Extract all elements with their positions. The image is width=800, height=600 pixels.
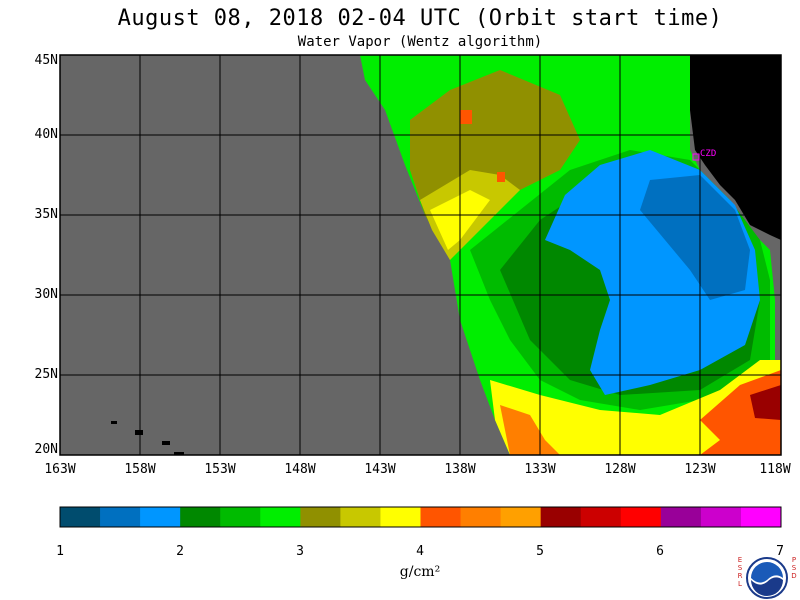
colorbar-swatch: [180, 507, 221, 527]
lon-label: 153W: [204, 462, 236, 477]
lon-label: 143W: [364, 462, 396, 477]
colorbar-swatch: [260, 507, 301, 527]
lat-label: 35N: [34, 207, 58, 222]
colorbar-swatch: [420, 507, 462, 527]
colorbar-tick: 1: [56, 544, 64, 559]
colorbar-tick: 4: [416, 544, 424, 559]
colorbar-swatch: [580, 507, 622, 527]
colorbar-swatch: [100, 507, 141, 527]
moist-spot-2: [497, 172, 505, 182]
lon-label: 133W: [524, 462, 556, 477]
lat-label: 25N: [34, 367, 58, 382]
colorbar-swatch: [460, 507, 502, 527]
lon-label: 163W: [44, 462, 76, 477]
colorbar-swatch: [660, 507, 702, 527]
colorbar-swatch: [140, 507, 181, 527]
swath-southeast-orange: [700, 370, 781, 455]
moist-spot-1: [460, 110, 472, 124]
colorbar-swatch: [300, 507, 341, 527]
lat-label: 20N: [34, 442, 58, 457]
map-subtitle: Water Vapor (Wentz algorithm): [297, 34, 543, 50]
colorbar-unit: g/cm²: [399, 564, 441, 580]
colorbar-swatch: [500, 507, 542, 527]
colorbar-swatch: [740, 507, 782, 527]
map-frame: [59, 54, 782, 456]
lat-label: 40N: [34, 127, 58, 142]
grid-lines: [60, 55, 781, 455]
lat-label: 45N: [34, 53, 58, 68]
lon-label: 148W: [284, 462, 316, 477]
colorbar-frame: [59, 506, 782, 528]
colorbar-tick: 7: [776, 544, 784, 559]
colorbar-swatch: [340, 507, 381, 527]
colorbar-tick: 3: [296, 544, 304, 559]
map-title: August 08, 2018 02-04 UTC (Orbit start t…: [117, 6, 723, 31]
station-label: CZD: [700, 149, 716, 159]
colorbar-swatch: [620, 507, 662, 527]
colorbar-tick: 6: [656, 544, 664, 559]
lon-label: 128W: [604, 462, 636, 477]
colorbar-tick: 5: [536, 544, 544, 559]
lon-label: 158W: [124, 462, 156, 477]
swath-dry-blue-dark: [640, 175, 750, 300]
island-3: [162, 441, 170, 445]
island-1: [111, 421, 117, 424]
station-marker: [692, 153, 700, 161]
lon-label: 138W: [444, 462, 476, 477]
colorbar-swatch: [540, 507, 582, 527]
swath-south-orange: [500, 405, 560, 455]
colorbar: [60, 507, 782, 527]
lon-label: 118W: [759, 462, 791, 477]
colorbar-swatch: [380, 507, 421, 527]
colorbar-swatch: [220, 507, 261, 527]
colorbar-tick: 2: [176, 544, 184, 559]
noaa-emblem-icon: [746, 557, 788, 599]
swath-southeast-red: [750, 385, 781, 420]
land-north-america: [690, 55, 781, 240]
colorbar-swatch: [60, 507, 101, 527]
swath-south-yellow: [490, 360, 781, 455]
island-2: [135, 430, 143, 435]
lat-label: 30N: [34, 287, 58, 302]
colorbar-swatch: [700, 507, 742, 527]
lon-label: 123W: [684, 462, 716, 477]
island-4: [174, 452, 184, 455]
